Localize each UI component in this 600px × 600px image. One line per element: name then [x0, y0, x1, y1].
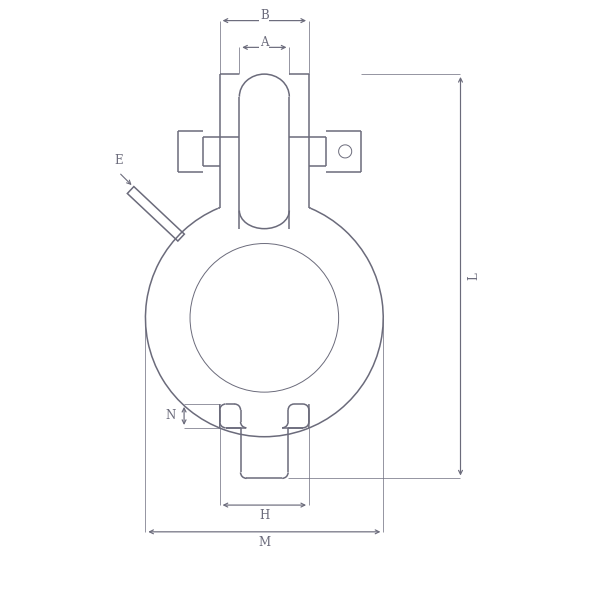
Text: M: M — [258, 536, 271, 549]
Text: A: A — [260, 36, 269, 49]
Text: H: H — [259, 509, 269, 522]
Text: E: E — [115, 154, 123, 167]
Text: L: L — [467, 272, 480, 280]
Text: N: N — [166, 409, 176, 422]
Text: B: B — [260, 10, 269, 22]
